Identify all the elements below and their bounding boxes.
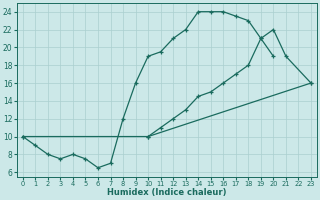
X-axis label: Humidex (Indice chaleur): Humidex (Indice chaleur) [107,188,227,197]
